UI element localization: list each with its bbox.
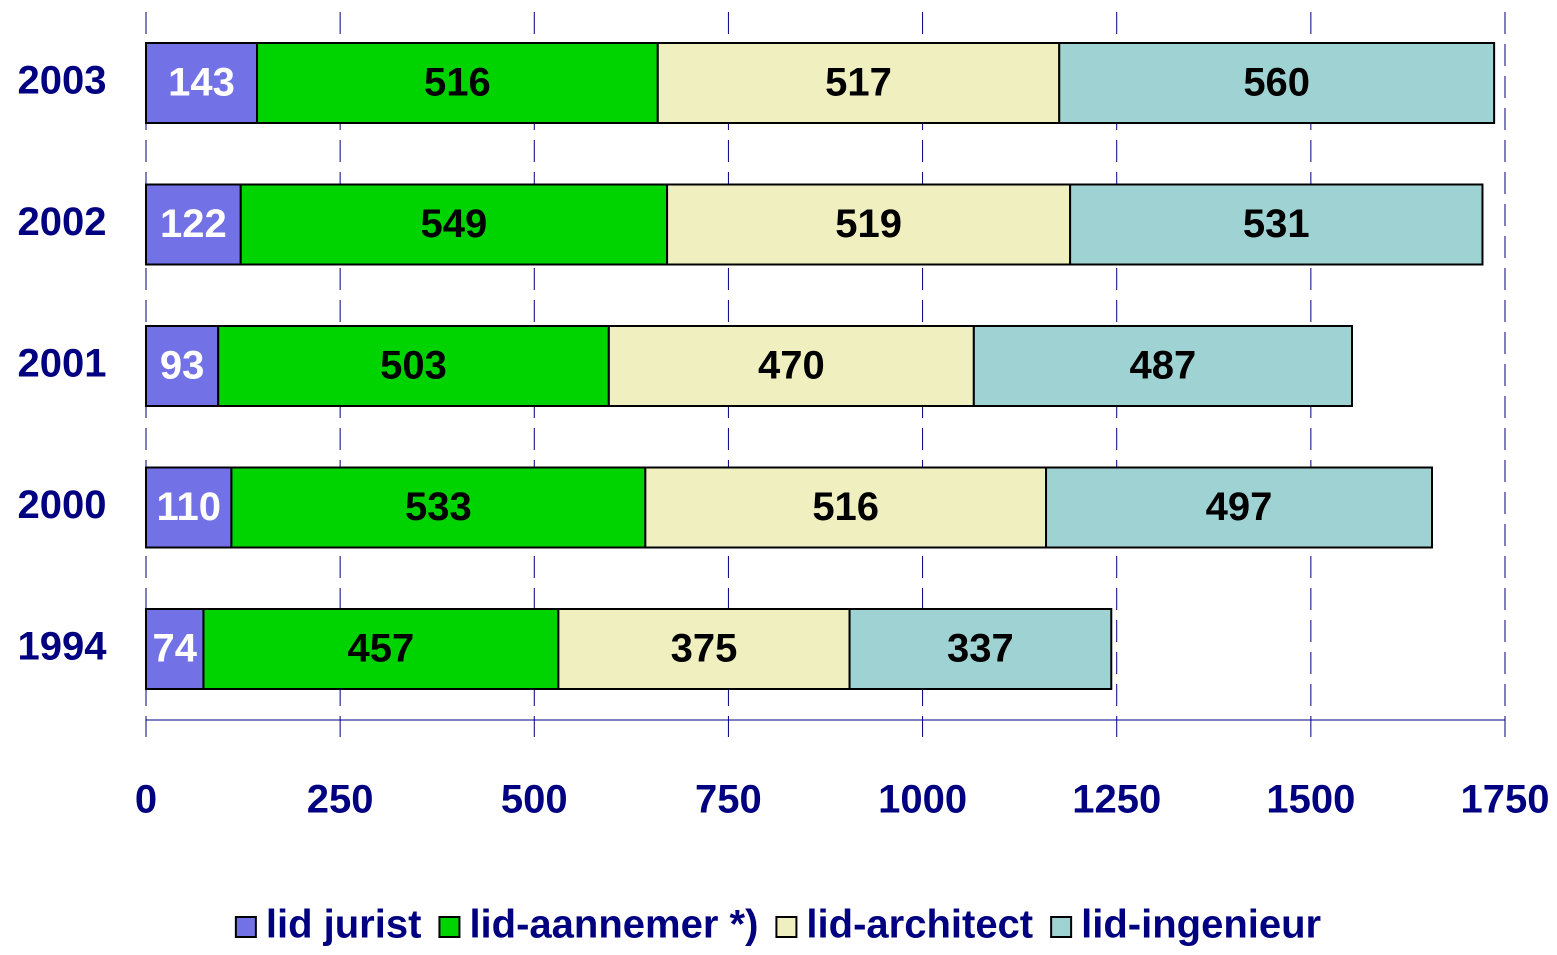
legend-label: lid-aannemer *) — [469, 903, 758, 947]
bar-segment — [230, 466, 647, 549]
value-label: 110 — [156, 485, 221, 529]
x-tick-label: 1500 — [1266, 778, 1355, 822]
value-label: 375 — [671, 627, 738, 671]
bar-segment — [1069, 183, 1484, 266]
bar-segment — [1058, 42, 1496, 124]
legend-label: lid jurist — [266, 903, 422, 947]
value-label: 93 — [160, 344, 205, 388]
bar-segment — [972, 325, 1354, 407]
legend-swatch — [438, 916, 461, 938]
value-label: 516 — [424, 61, 491, 105]
value-label: 497 — [1206, 485, 1273, 529]
y-tick-label: 2000 — [18, 483, 107, 527]
bar-segment — [145, 325, 220, 407]
legend-swatch — [234, 916, 257, 938]
bar-segment — [202, 608, 560, 690]
legend-swatch — [1050, 916, 1073, 938]
value-label: 337 — [947, 627, 1014, 671]
bar-segment — [256, 42, 659, 124]
value-label: 487 — [1130, 344, 1197, 388]
value-label: 503 — [380, 344, 447, 388]
y-tick-label: 2002 — [18, 200, 107, 244]
x-tick-label: 1000 — [878, 778, 967, 822]
bar-segment — [1045, 466, 1434, 549]
x-tick-label: 1750 — [1461, 778, 1550, 822]
value-label: 516 — [812, 485, 879, 529]
bar-segment — [217, 325, 610, 407]
bar-segment — [656, 42, 1061, 124]
value-label: 519 — [835, 202, 902, 246]
bar-segment — [145, 608, 205, 690]
value-label: 531 — [1243, 202, 1310, 246]
x-tick-label: 250 — [307, 778, 374, 822]
bar-segment — [557, 608, 851, 690]
y-tick-label: 2003 — [18, 59, 107, 103]
bar-segment — [145, 466, 233, 549]
bar-segment — [666, 183, 1072, 266]
value-label: 560 — [1243, 61, 1310, 105]
bar-segment — [644, 466, 1048, 549]
x-tick-label: 0 — [135, 778, 157, 822]
legend-swatch — [775, 916, 798, 938]
value-label: 122 — [160, 202, 227, 246]
value-label: 470 — [758, 344, 825, 388]
bar-segment — [848, 608, 1113, 690]
legend-label: lid-architect — [806, 903, 1033, 947]
x-tick-label: 1250 — [1072, 778, 1161, 822]
x-tick-label: 750 — [695, 778, 762, 822]
legend-label: lid-ingenieur — [1081, 903, 1321, 947]
value-label: 533 — [405, 485, 472, 529]
x-tick-label: 500 — [501, 778, 568, 822]
y-tick-label: 1994 — [18, 625, 108, 669]
value-label: 517 — [825, 61, 892, 105]
value-label: 457 — [348, 627, 415, 671]
value-label: 143 — [168, 61, 235, 105]
value-label: 74 — [152, 627, 197, 671]
y-tick-label: 2001 — [18, 342, 107, 386]
bar-segment — [145, 42, 259, 124]
value-label: 549 — [421, 202, 488, 246]
